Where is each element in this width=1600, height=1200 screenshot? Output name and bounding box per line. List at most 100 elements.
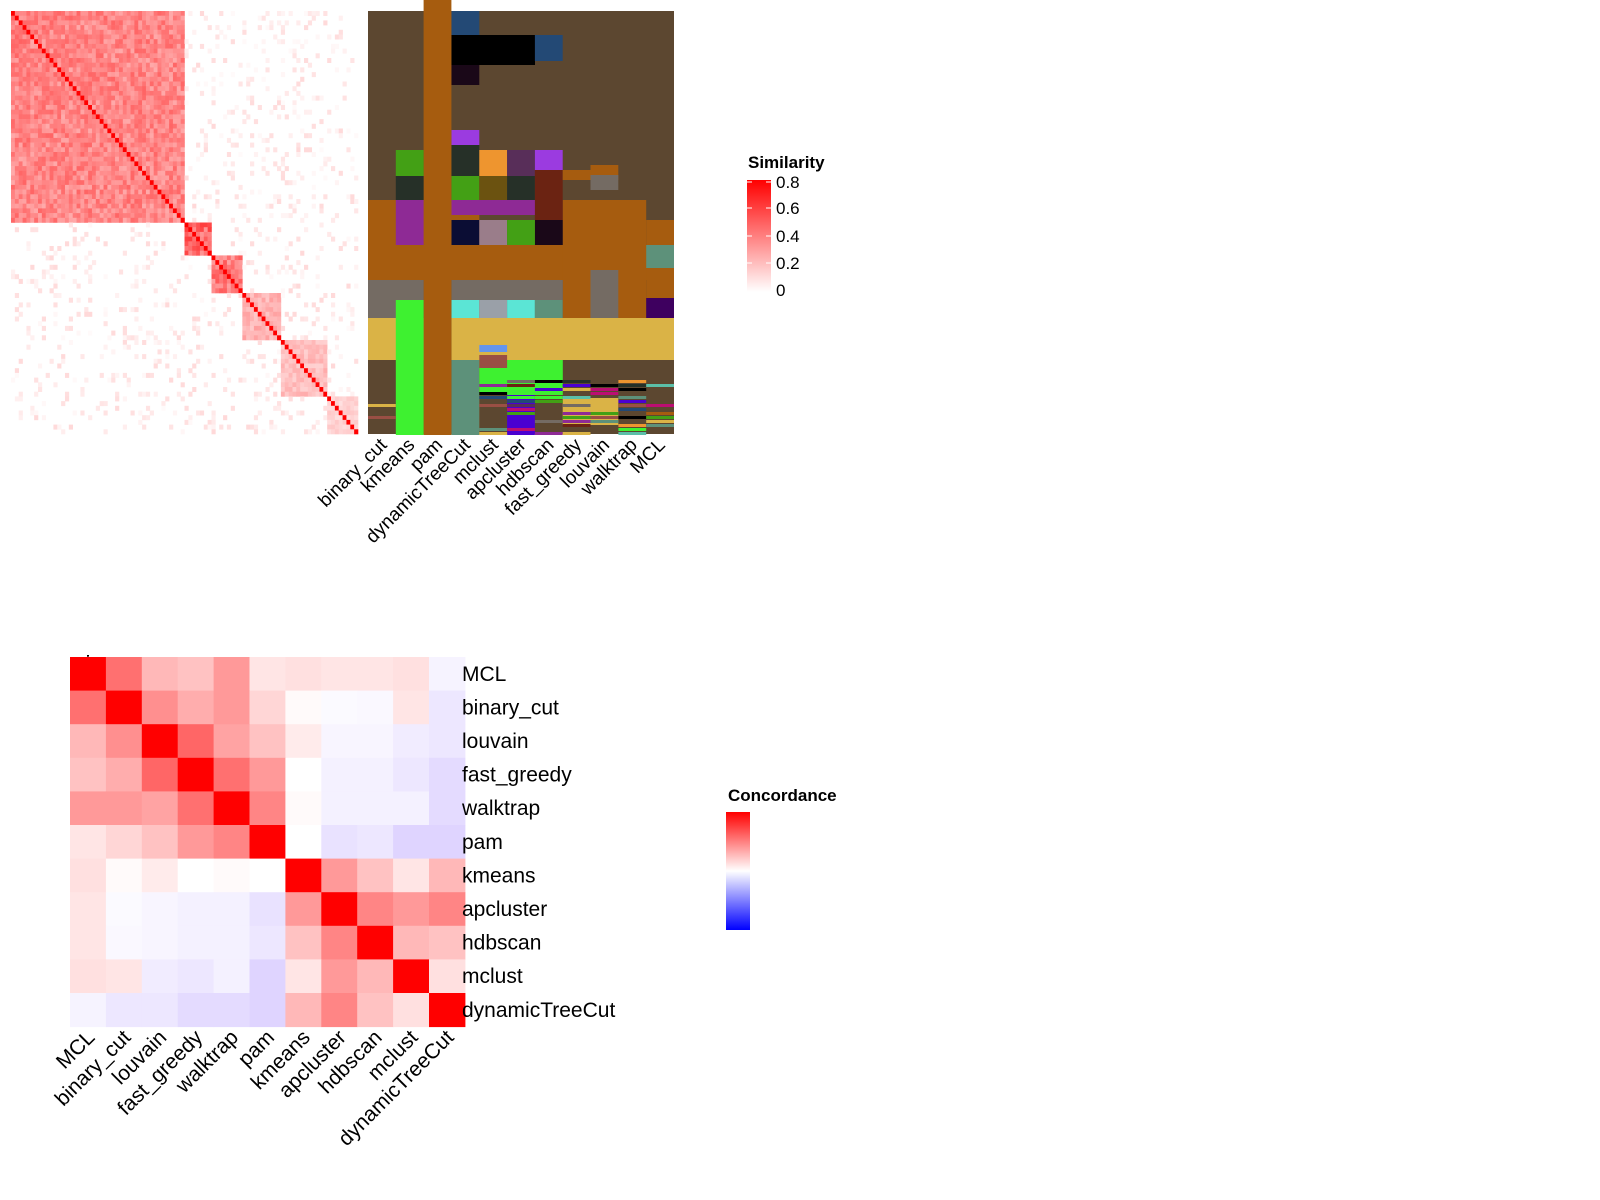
heatmap-cell — [277, 269, 282, 275]
heatmap-cell — [346, 67, 351, 73]
heatmap-cell — [80, 114, 85, 120]
heatmap-cell — [37, 321, 43, 327]
concordance-cell — [321, 892, 358, 927]
heatmap-cell — [72, 53, 77, 59]
heatmap-cell — [300, 175, 305, 181]
heatmap-cell — [76, 180, 81, 186]
heatmap-cell — [184, 100, 189, 106]
heatmap-cell — [22, 105, 27, 110]
heatmap-cell — [64, 76, 70, 82]
heatmap-cell — [323, 387, 328, 392]
heatmap-cell — [122, 20, 127, 26]
heatmap-cell — [64, 142, 70, 148]
heatmap-cell — [111, 156, 116, 162]
heatmap-cell — [91, 180, 97, 186]
heatmap-cell — [57, 119, 62, 125]
heatmap-cell — [354, 396, 359, 402]
heatmap-cell — [91, 105, 97, 110]
heatmap-cell — [88, 20, 93, 26]
heatmap-cell — [130, 39, 135, 45]
heatmap-cell — [180, 48, 185, 54]
heatmap-cell — [172, 208, 178, 214]
heatmap-cell — [30, 137, 35, 143]
concordance-cell — [213, 791, 250, 826]
heatmap-cell — [311, 358, 316, 364]
heatmap-cell — [153, 95, 158, 101]
heatmap-cell — [118, 161, 124, 167]
heatmap-cell — [184, 405, 189, 411]
heatmap-cell — [250, 307, 255, 313]
heatmap-cell — [280, 39, 286, 45]
heatmap-cell — [315, 53, 320, 59]
heatmap-cell — [284, 391, 289, 397]
heatmap-cell — [115, 170, 120, 176]
heatmap-cell — [18, 15, 23, 21]
heatmap-cell — [338, 410, 343, 416]
heatmap-cell — [64, 166, 70, 172]
heatmap-cell — [99, 39, 104, 45]
annotation-stripe — [618, 424, 647, 427]
heatmap-cell — [296, 58, 301, 63]
heatmap-cell — [49, 76, 54, 82]
heatmap-cell — [72, 152, 77, 157]
heatmap-cell — [14, 161, 20, 167]
heatmap-cell — [115, 53, 120, 59]
heatmap-cell — [57, 39, 62, 45]
heatmap-cell — [30, 114, 35, 120]
heatmap-cell — [30, 86, 35, 92]
annotation-block — [395, 176, 424, 200]
heatmap-cell — [64, 137, 70, 143]
heatmap-cell — [165, 194, 170, 200]
heatmap-cell — [45, 123, 50, 129]
heatmap-cell — [34, 53, 39, 59]
heatmap-cell — [304, 358, 309, 364]
heatmap-cell — [284, 410, 289, 416]
heatmap-cell — [230, 39, 235, 45]
heatmap-cell — [91, 161, 97, 167]
heatmap-cell — [176, 142, 181, 148]
heatmap-cell — [304, 109, 309, 115]
heatmap-cell — [34, 25, 39, 31]
heatmap-cell — [53, 109, 58, 115]
heatmap-cell — [161, 302, 166, 308]
annotation-block — [395, 200, 424, 245]
heatmap-cell — [184, 39, 189, 45]
heatmap-cell — [99, 180, 104, 186]
heatmap-cell — [99, 67, 104, 73]
heatmap-cell — [107, 11, 112, 16]
heatmap-cell — [122, 86, 127, 92]
heatmap-cell — [172, 194, 178, 200]
heatmap-cell — [165, 302, 170, 308]
heatmap-cell — [72, 114, 77, 120]
heatmap-cell — [176, 95, 181, 101]
concordance-cell — [141, 690, 179, 725]
legend-tick-label: 0 — [776, 281, 785, 300]
heatmap-cell — [41, 213, 46, 219]
concordance-cell — [105, 724, 143, 759]
row-label: walktrap — [461, 797, 540, 820]
heatmap-cell — [34, 67, 39, 73]
heatmap-cell — [88, 86, 93, 92]
heatmap-cell — [26, 39, 31, 45]
heatmap-cell — [145, 34, 151, 40]
heatmap-cell — [153, 11, 158, 16]
heatmap-cell — [61, 152, 66, 157]
heatmap-cell — [88, 194, 93, 200]
heatmap-cell — [34, 48, 39, 54]
heatmap-cell — [261, 15, 266, 21]
heatmap-cell — [49, 199, 54, 204]
heatmap-cell — [76, 260, 81, 266]
heatmap-cell — [103, 34, 108, 40]
heatmap-cell — [14, 53, 20, 59]
heatmap-cell — [37, 119, 43, 125]
heatmap-cell — [304, 213, 309, 219]
heatmap-cell — [64, 189, 70, 195]
heatmap-cell — [253, 227, 259, 233]
heatmap-cell — [26, 76, 31, 82]
heatmap-cell — [111, 95, 116, 101]
heatmap-cell — [350, 429, 355, 435]
heatmap-cell — [350, 424, 355, 430]
heatmap-cell — [161, 208, 166, 214]
heatmap-cell — [45, 133, 50, 139]
heatmap-cell — [315, 391, 320, 397]
